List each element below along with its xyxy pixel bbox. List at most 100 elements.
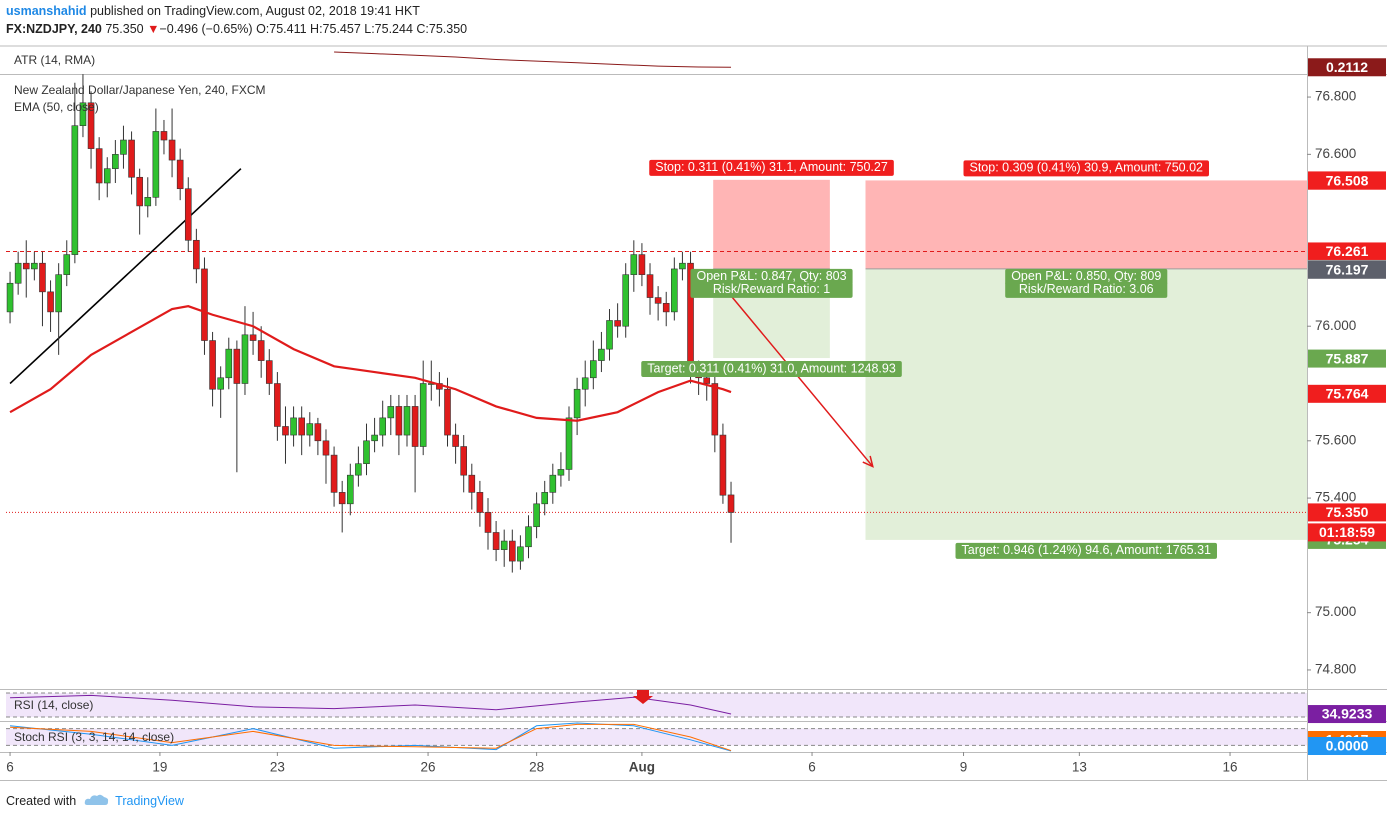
rsi-badge-box <box>1308 705 1386 724</box>
candle-body <box>646 274 654 298</box>
x-tick-label: Aug <box>629 760 655 775</box>
price-badge-box <box>1308 242 1386 261</box>
target-zone <box>865 268 1307 540</box>
candle-body <box>47 291 54 313</box>
target-label-box <box>641 361 902 378</box>
published: published on TradingView.com, August 02,… <box>90 4 420 18</box>
pnl-label-box <box>1005 268 1168 285</box>
candle-body <box>152 131 160 198</box>
candle-body <box>581 377 589 390</box>
candle-body <box>95 148 103 184</box>
price-badge: 76.197 <box>1326 261 1369 277</box>
atr-line <box>334 51 732 68</box>
rr-label-box <box>1005 281 1168 298</box>
candle-body <box>468 474 476 493</box>
candle-body <box>201 268 208 341</box>
atr-label: ATR (14, RMA) <box>14 53 95 67</box>
candle-body <box>452 434 459 447</box>
ema-line <box>9 305 732 422</box>
candle-body <box>39 262 46 293</box>
price-badge: 76.261 <box>1326 243 1369 259</box>
candle-body <box>460 446 467 476</box>
candle-body <box>136 176 143 207</box>
candle-body <box>209 340 216 390</box>
rr-label-box <box>690 281 853 298</box>
candle-body <box>403 406 411 436</box>
candle-body <box>184 188 192 241</box>
candle-body <box>411 406 419 447</box>
candle-body <box>549 474 557 493</box>
header-line: usmanshahid published on TradingView.com… <box>6 4 420 18</box>
y-tick-label: 76.000 <box>1315 318 1356 333</box>
y-tick-label: 75.000 <box>1315 604 1356 619</box>
candle-body <box>638 254 646 275</box>
x-tick-label: 9 <box>960 760 968 775</box>
price-badge-box <box>1308 384 1386 403</box>
candle-body <box>31 262 38 270</box>
pnl-label-box <box>690 268 853 285</box>
created-with: Created with <box>6 794 77 808</box>
change: −0.496 (−0.65%) <box>159 22 253 36</box>
x-tick-label: 28 <box>529 760 544 775</box>
candle-body <box>128 139 135 178</box>
candle-body <box>395 406 403 436</box>
stop-label-box <box>963 160 1210 177</box>
candle-body <box>484 512 492 533</box>
candle-body <box>168 139 176 161</box>
candle-body <box>120 139 127 155</box>
candle-body <box>703 377 711 384</box>
arrow-head <box>862 455 874 468</box>
price-badge-box <box>1308 171 1386 190</box>
price-badge: 75.350 <box>1326 504 1369 520</box>
candle-body <box>257 340 265 361</box>
candle-body <box>314 423 322 442</box>
atr-badge: 0.2112 <box>1326 59 1368 75</box>
candle-body <box>517 546 524 562</box>
candle-body <box>112 154 119 169</box>
candle-body <box>671 268 678 313</box>
candle-body <box>541 492 549 505</box>
stop-label: Stop: 0.311 (0.41%) 31.1, Amount: 750.27 <box>655 160 888 174</box>
candle-body <box>290 417 297 436</box>
candle-body <box>79 102 87 127</box>
candle-body <box>614 320 621 327</box>
candle-body <box>225 348 233 379</box>
stoch-line <box>10 723 732 752</box>
candle-body <box>22 262 30 270</box>
stop-zone <box>713 179 830 269</box>
y-tick-label: 76.600 <box>1315 146 1356 161</box>
chart-title: New Zealand Dollar/Japanese Yen, 240, FX… <box>14 83 265 97</box>
stop-label: Stop: 0.309 (0.41%) 30.9, Amount: 750.02 <box>970 161 1204 175</box>
author[interactable]: usmanshahid <box>6 4 87 18</box>
rsi-badge: 34.9233 <box>1322 706 1373 722</box>
candle-body <box>55 274 62 313</box>
candle-body <box>14 262 22 284</box>
candle-body <box>282 426 289 436</box>
candle-body <box>727 494 735 513</box>
change-arrow: ▼ <box>147 22 160 36</box>
candle-body <box>654 297 662 304</box>
rsi-band <box>6 693 1307 717</box>
target-label: Target: 0.311 (0.41%) 31.0, Amount: 1248… <box>647 361 896 375</box>
y-tick-label: 75.600 <box>1315 432 1356 447</box>
x-tick-label: 19 <box>152 760 167 775</box>
candle-body <box>355 463 362 476</box>
candle-body <box>346 474 354 505</box>
candle-body <box>6 282 14 313</box>
pnl-label: Open P&L: 0.850, Qty: 809 <box>1011 269 1161 283</box>
rsi-line <box>10 694 732 715</box>
candle-body <box>160 131 168 141</box>
candle-body <box>63 254 71 275</box>
candle-body <box>662 302 670 313</box>
candle-body <box>233 348 241 384</box>
logo <box>84 794 108 805</box>
brand[interactable]: TradingView <box>115 794 184 808</box>
last-price: 75.350 <box>105 22 144 36</box>
candle-body <box>322 440 330 456</box>
ohlc: O:75.411 H:75.457 L:75.244 C:75.350 <box>256 22 468 36</box>
arrow-line <box>724 288 874 468</box>
candle-body <box>371 434 378 442</box>
candle-body <box>711 383 719 436</box>
candle-body <box>71 125 79 255</box>
